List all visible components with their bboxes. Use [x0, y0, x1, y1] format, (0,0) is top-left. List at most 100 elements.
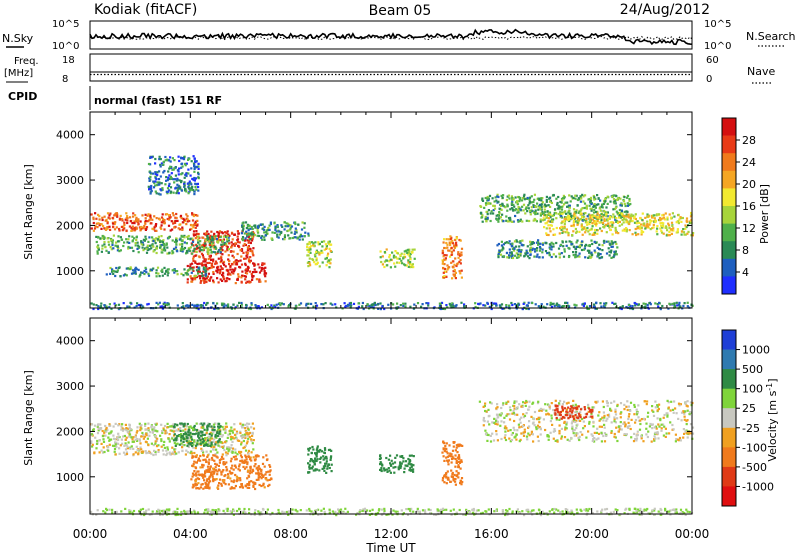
echo-cell	[204, 233, 207, 236]
echo-cell	[634, 217, 637, 221]
echo-cell	[206, 469, 210, 472]
echo-cell	[223, 448, 226, 452]
echo-cell	[611, 245, 614, 248]
echo-cell	[148, 218, 151, 221]
echo-cell	[579, 217, 582, 221]
echo-cell	[176, 250, 179, 253]
echo-cell	[149, 216, 152, 219]
echo-cell	[235, 430, 239, 433]
echo-cell	[322, 455, 325, 458]
echo-cell	[157, 272, 160, 275]
echo-cell	[207, 468, 210, 471]
echo-cell	[644, 216, 647, 219]
echo-cell	[115, 304, 118, 307]
echo-cell	[544, 222, 547, 225]
echo-cell	[138, 448, 141, 451]
echo-cell	[153, 239, 157, 242]
echo-cell	[176, 442, 179, 445]
echo-cell	[100, 302, 103, 305]
echo-cell	[614, 226, 617, 229]
echo-cell	[411, 263, 414, 266]
echo-cell	[225, 235, 228, 238]
echo-cell	[623, 202, 626, 205]
echo-cell	[240, 483, 243, 486]
echo-cell	[565, 240, 568, 243]
echo-cell	[247, 233, 250, 236]
echo-cell	[670, 232, 673, 235]
echo-cell	[199, 473, 202, 476]
echo-cell	[161, 188, 164, 191]
echo-cell	[459, 262, 462, 265]
echo-cell	[611, 216, 614, 219]
echo-cell	[197, 470, 200, 473]
echo-cell	[197, 162, 200, 165]
echo-cell	[101, 429, 104, 433]
echo-cell	[484, 304, 487, 307]
echo-cell	[276, 233, 279, 236]
echo-cell	[460, 483, 463, 486]
echo-cell	[181, 157, 184, 160]
echo-cell	[315, 468, 319, 471]
echo-cell	[224, 265, 227, 268]
echo-cell	[106, 226, 109, 229]
echo-cell	[198, 255, 201, 258]
echo-cell	[454, 478, 457, 481]
echo-cell	[149, 156, 152, 159]
echo-cell	[306, 254, 309, 257]
echo-cell	[485, 210, 488, 213]
echo-cell	[509, 251, 512, 254]
echo-cell	[450, 261, 453, 264]
echo-cell	[688, 221, 691, 224]
echo-cell	[192, 255, 195, 258]
echo-cell	[196, 224, 199, 227]
echo-cell	[155, 217, 158, 220]
echo-cell	[195, 461, 198, 464]
echo-cell	[497, 252, 500, 255]
echo-cell	[253, 262, 256, 265]
echo-cell	[222, 469, 225, 472]
echo-cell	[148, 179, 151, 182]
echo-cell	[221, 445, 224, 448]
echo-cell	[642, 222, 645, 225]
echo-cell	[401, 262, 404, 265]
echo-cell	[548, 200, 552, 203]
echo-cell	[191, 262, 194, 265]
echo-cell	[559, 227, 562, 230]
echo-cell	[199, 431, 202, 434]
echo-cell	[601, 221, 605, 225]
echo-cell	[563, 250, 566, 253]
echo-cell	[531, 247, 534, 250]
echo-cell	[168, 174, 171, 177]
echo-cell	[511, 199, 514, 202]
echo-cell	[182, 433, 186, 436]
echo-cell	[159, 193, 162, 196]
echo-cell	[654, 219, 657, 222]
echo-cell	[396, 257, 399, 260]
echo-cell	[182, 305, 185, 308]
echo-cell	[218, 435, 221, 438]
echo-cell	[218, 230, 222, 233]
echo-cell	[168, 235, 171, 238]
echo-cell	[528, 219, 531, 223]
echo-cell	[409, 263, 412, 266]
echo-cell	[510, 202, 513, 205]
echo-cell	[532, 200, 535, 204]
echo-cell	[115, 226, 118, 229]
echo-cell	[148, 244, 152, 247]
echo-cell	[550, 402, 553, 405]
echo-cell	[373, 301, 376, 304]
echo-cell	[656, 227, 659, 230]
echo-cell	[596, 219, 599, 223]
echo-cell	[198, 436, 201, 440]
echo-cell	[566, 304, 570, 307]
echo-cell	[561, 305, 564, 308]
echo-cell	[523, 431, 526, 434]
echo-cell	[142, 249, 145, 252]
echo-cell	[478, 400, 481, 403]
echo-cell	[190, 224, 193, 227]
echo-cell	[490, 210, 493, 213]
echo-cell	[447, 238, 450, 241]
echo-cell	[153, 215, 156, 218]
echo-cell	[123, 428, 126, 431]
